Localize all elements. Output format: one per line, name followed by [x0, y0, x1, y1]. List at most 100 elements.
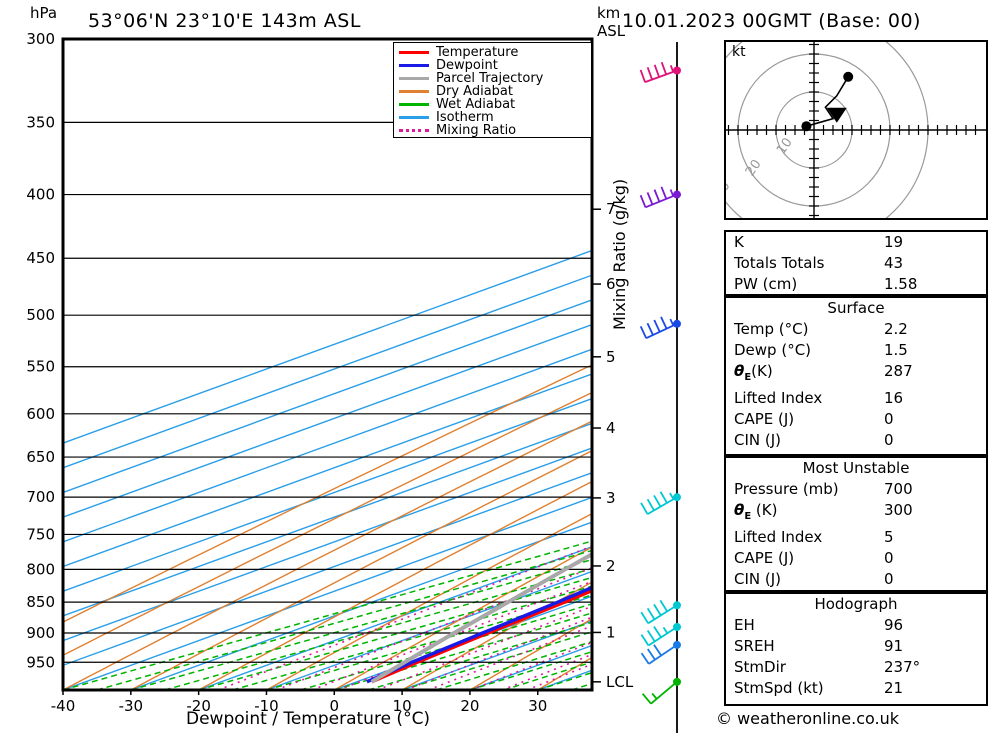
pressure-tick-label: 400: [26, 186, 55, 204]
stats-row: CIN (J) 0: [726, 430, 986, 451]
plot-frame: [61, 37, 594, 692]
stats-key: CIN (J): [734, 431, 782, 449]
stats-key: PW (cm): [734, 275, 798, 293]
dry-adiabat-line: [63, 391, 592, 657]
wind-barb-flag: [653, 319, 661, 333]
station-title: 53°06'N 23°10'E 143m ASL: [88, 10, 361, 32]
wind-barb-flag: [646, 648, 656, 661]
stats-section-title: Hodograph: [814, 595, 898, 613]
legend-swatch: [399, 64, 429, 67]
stats-value: 1.58: [884, 275, 918, 293]
legend-swatch: [399, 51, 429, 54]
x-axis-tick-label: 30: [528, 697, 547, 715]
skewt-background-lines: [63, 39, 720, 690]
wind-barb: [640, 599, 681, 625]
wind-barb-flag: [646, 192, 654, 205]
stats-row: Lifted Index 5: [726, 527, 986, 548]
stats-section-title: Surface: [827, 299, 885, 317]
wind-barb-half-flag: [651, 692, 658, 700]
stats-key: Totals Totals: [734, 254, 825, 272]
stats-hodograph-panel: Hodograph EH 96 SREH 91 StmDir 237° StmSpd (kt)…: [724, 592, 988, 706]
copyright-label: © weatheronline.co.uk: [716, 709, 899, 728]
height-tick-label: 3: [606, 489, 616, 507]
wind-barb-flag: [646, 630, 656, 642]
wet-adiabat-line: [63, 540, 592, 690]
wind-barb-flag: [660, 186, 668, 200]
pressure-tick-label: 450: [26, 249, 55, 267]
dry-adiabat-line: [401, 581, 592, 690]
hodograph-panel: 10 20 30: [699, 15, 988, 245]
legend-label: Dry Adiabat: [436, 84, 513, 99]
dry-adiabat-line: [537, 656, 592, 690]
wind-barb-half-flag: [669, 189, 675, 197]
wind-barb-shaft: [647, 604, 678, 625]
wind-barb-shaft: [650, 681, 678, 705]
stats-most-unstable-panel: Most Unstable Pressure (mb) 700 θE (K) 300 Li…: [724, 456, 988, 592]
stats-row: Dewp (°C) 1.5: [726, 340, 986, 361]
stats-value: 16: [884, 389, 904, 407]
height-tick-label: LCL: [606, 673, 634, 691]
wind-barb: [640, 622, 681, 647]
wet-adiabat-line: [334, 612, 592, 690]
stats-key: Lifted Index: [734, 389, 823, 407]
stats-key: EH: [734, 616, 755, 634]
stats-value: 700: [884, 480, 913, 498]
isotherm-line: [63, 323, 592, 518]
legend-item: Isotherm: [399, 111, 586, 124]
pressure-tick-label: 350: [26, 113, 55, 131]
wind-barb-half-flag: [669, 492, 675, 500]
profile-temperature-line: [370, 588, 592, 684]
x-axis-tick-label: -40: [51, 697, 76, 715]
legend-label: Temperature: [436, 45, 519, 60]
legend-label: Wet Adiabat: [436, 97, 516, 112]
wind-barb-flag: [640, 652, 650, 665]
wind-barb-flag: [653, 644, 662, 657]
stats-row: θE (K) 300: [726, 500, 986, 527]
profile-dewpoint-line: [366, 585, 592, 684]
dry-adiabat-line: [266, 512, 592, 690]
wet-adiabat-line: [606, 39, 720, 690]
mixing-ratio-axis-title: Mixing Ratio (g/kg): [610, 178, 629, 330]
mixing-ratio-line: [275, 567, 592, 690]
wind-barb-flag: [653, 603, 662, 616]
stats-value: 0: [884, 549, 894, 567]
wind-barb-flag: [640, 611, 649, 624]
stats-row: CIN (J) 0: [726, 569, 986, 590]
pressure-tick-label: 600: [26, 405, 55, 423]
isotherm-line: [130, 521, 592, 690]
wet-adiabat-line: [571, 682, 592, 690]
isotherm-line: [63, 447, 592, 642]
isotherm-line: [63, 249, 592, 444]
stats-value: 0: [884, 570, 894, 588]
hodograph-ring-label: 30: [726, 179, 734, 201]
wet-adiabat-line: [198, 576, 592, 690]
stats-key: Lifted Index: [734, 528, 823, 546]
stats-row: Pressure (mb) 700: [726, 479, 986, 500]
dry-adiabat-line: [469, 618, 592, 690]
wind-barb-flag: [640, 634, 650, 646]
pressure-tick-label: 850: [26, 593, 55, 611]
wind-barb-shaft: [648, 644, 678, 665]
stats-key: StmDir: [734, 658, 786, 676]
stats-value: 237°: [884, 658, 921, 676]
dry-adiabat-line: [333, 546, 592, 690]
wind-barb-flag: [659, 599, 668, 612]
stats-value: 2.2: [884, 320, 908, 338]
stats-row: SREH 91: [726, 636, 986, 657]
isotherm-line: [63, 422, 592, 617]
x-axis-tick-label: 10: [393, 697, 412, 715]
height-tick-label: 1: [606, 623, 616, 641]
isotherm-line: [63, 299, 592, 494]
legend-label: Isotherm: [436, 110, 494, 125]
wind-barb-flag: [660, 316, 668, 330]
wind-barb-half-flag: [662, 626, 669, 634]
pressure-tick-label: 550: [26, 358, 55, 376]
hodograph-ring-label: 20: [743, 157, 765, 179]
dry-adiabat-line: [606, 46, 720, 690]
hodograph-point: [801, 121, 812, 132]
stats-key: Dewp (°C): [734, 341, 812, 359]
dry-adiabat-line: [63, 364, 592, 623]
wind-barb-flag: [639, 69, 646, 83]
stats-row: EH 96: [726, 615, 986, 636]
